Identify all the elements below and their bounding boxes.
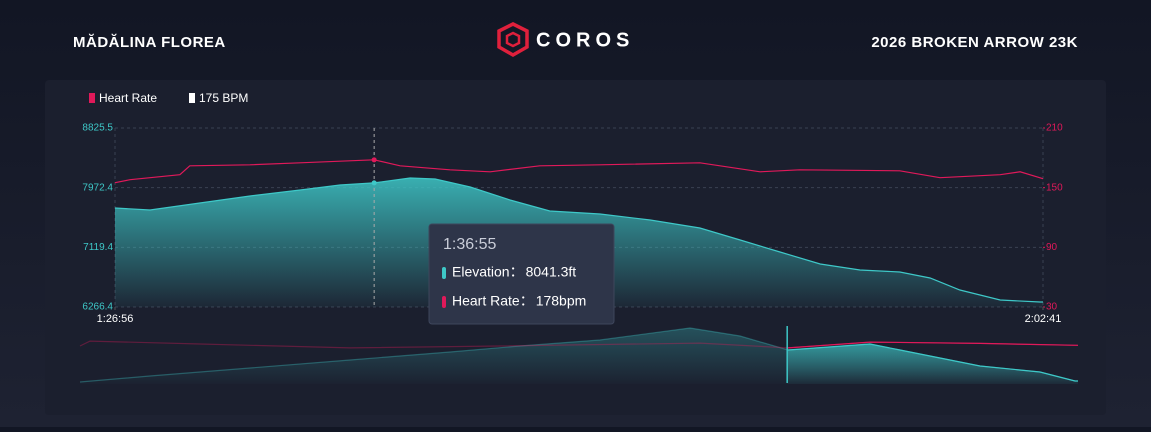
logo: COROS bbox=[497, 22, 634, 58]
legend-label: 175 BPM bbox=[199, 91, 248, 105]
y2-tick-label: 90 bbox=[1046, 242, 1058, 253]
athlete-name: MĂDĂLINA FLOREA bbox=[73, 34, 226, 51]
legend-label: Heart Rate bbox=[99, 91, 157, 105]
elevation-line bbox=[114, 177, 1043, 303]
y2-tick-label: 210 bbox=[1046, 123, 1063, 134]
tooltip-time: 1:36:55 bbox=[443, 236, 496, 253]
tooltip-label: Heart Rate： bbox=[452, 293, 534, 309]
elevation-area-window bbox=[787, 344, 1078, 384]
y2-tick-label: 150 bbox=[1046, 182, 1063, 193]
tooltip: 1:36:55 Elevation： 8041.3ft Heart Rate： 178b… bbox=[428, 223, 615, 325]
event-name: 2026 BROKEN ARROW 23K bbox=[871, 34, 1078, 51]
legend-swatch bbox=[189, 93, 195, 103]
tooltip-swatch bbox=[442, 296, 446, 308]
elevation-line-window bbox=[787, 343, 1078, 382]
y2-tick-label: 30 bbox=[1046, 302, 1058, 313]
heart-rate-line-window bbox=[787, 341, 1078, 349]
x-tick-label: 1:26:56 bbox=[97, 313, 134, 325]
tooltip-swatch bbox=[442, 267, 446, 279]
tooltip-value: 8041.3ft bbox=[526, 264, 577, 280]
logo-text: COROS bbox=[536, 29, 634, 51]
y-tick-label: 8825.5 bbox=[82, 123, 113, 134]
y-tick-label: 7972.4 bbox=[82, 182, 113, 193]
legend-swatch bbox=[89, 93, 95, 103]
heart-rate-line bbox=[114, 159, 1044, 184]
tooltip-value: 178bpm bbox=[536, 293, 587, 309]
y-tick-label: 6266.4 bbox=[82, 302, 113, 313]
hover-dot bbox=[371, 180, 377, 186]
logo-icon bbox=[497, 22, 529, 58]
y-tick-label: 7119.4 bbox=[83, 242, 113, 253]
logo-icon-inner bbox=[505, 31, 521, 48]
tooltip-label: Elevation： bbox=[452, 264, 524, 280]
hover-dot bbox=[371, 157, 377, 163]
x-tick-label: 2:02:41 bbox=[1025, 313, 1062, 325]
tooltip-box bbox=[428, 223, 615, 325]
